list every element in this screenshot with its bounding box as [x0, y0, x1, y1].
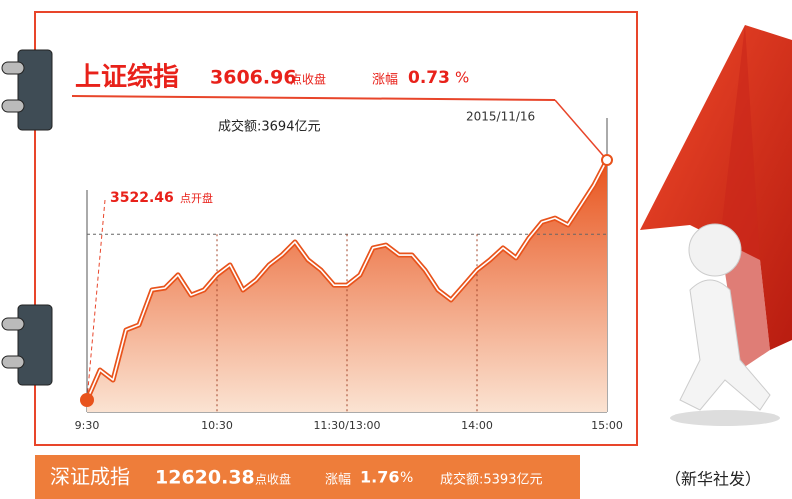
x-tick-label: 11:30/13:00	[313, 419, 380, 432]
binder-clip	[1, 49, 53, 386]
close-value: 3606.96	[210, 67, 297, 89]
sz-change: 1.76	[360, 468, 399, 487]
line-highlight	[86, 159, 608, 401]
x-tick-label: 9:30	[75, 419, 100, 432]
sz-name: 深证成指	[50, 465, 130, 489]
open-point	[80, 393, 94, 407]
credit: （新华社发）	[665, 470, 761, 489]
sz-change-label: 涨幅	[325, 473, 351, 488]
sz-change-unit: %	[400, 470, 413, 486]
chart-title: 上证综指	[75, 62, 179, 93]
date: 2015/11/16	[466, 110, 535, 124]
open-leader	[86, 199, 106, 401]
turnover: 成交额:3694亿元	[218, 119, 320, 135]
change-label: 涨幅	[372, 73, 398, 88]
header-rule	[71, 95, 556, 101]
frame	[34, 11, 638, 446]
open-value: 3522.46	[110, 190, 174, 206]
close-label: 点收盘	[290, 72, 326, 87]
close-point	[601, 154, 613, 166]
x-tick-label: 10:30	[201, 419, 233, 432]
leader-line	[554, 99, 608, 161]
x-tick-label: 15:00	[591, 419, 623, 432]
change-unit: %	[455, 69, 469, 87]
change-value: 0.73	[408, 68, 450, 88]
bottom-bar	[35, 455, 580, 499]
arrow-figure	[640, 25, 792, 426]
sz-turnover: 成交额:5393亿元	[440, 472, 542, 488]
sz-close-label: 点收盘	[255, 472, 291, 487]
sz-close: 12620.38	[155, 467, 255, 489]
open-label: 点开盘	[180, 191, 213, 205]
x-tick-label: 14:00	[461, 419, 493, 432]
